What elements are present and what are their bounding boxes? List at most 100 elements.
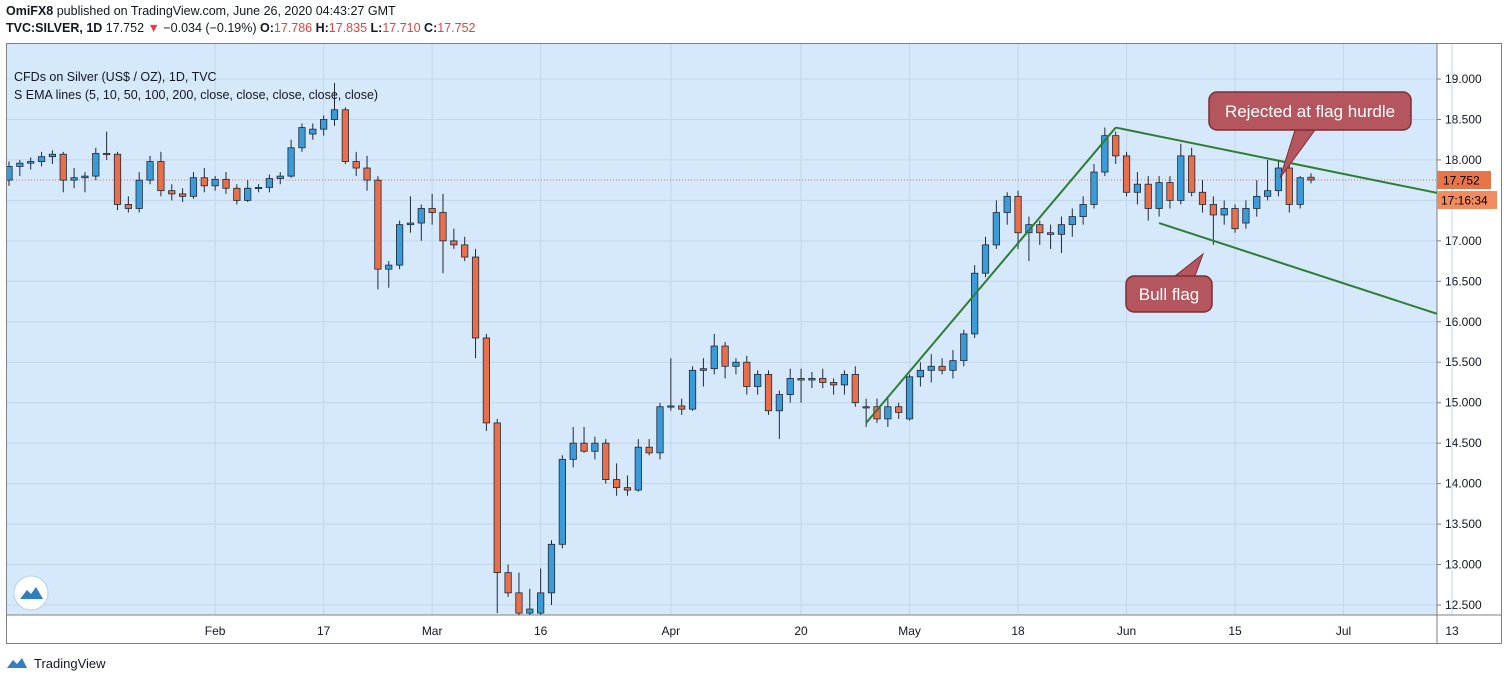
candle-up[interactable] bbox=[884, 406, 892, 420]
candle-down[interactable] bbox=[721, 345, 729, 367]
candle-up[interactable] bbox=[732, 361, 740, 367]
candle-up[interactable] bbox=[949, 360, 957, 371]
candle-up[interactable] bbox=[754, 373, 762, 387]
candle-down[interactable] bbox=[1188, 155, 1196, 193]
candle-up[interactable] bbox=[309, 128, 317, 135]
candle-down[interactable] bbox=[1285, 167, 1293, 205]
trendline-flag-top[interactable] bbox=[1115, 126, 1474, 201]
candle-down[interactable] bbox=[1144, 183, 1152, 209]
candle-down[interactable] bbox=[124, 204, 132, 209]
candle-up[interactable] bbox=[1068, 216, 1076, 226]
candle-up[interactable] bbox=[1025, 224, 1033, 234]
candle-down[interactable] bbox=[1036, 224, 1044, 234]
candle-down[interactable] bbox=[428, 208, 436, 213]
candle-up[interactable] bbox=[1079, 204, 1087, 217]
candle-up[interactable] bbox=[960, 333, 968, 362]
candle-up[interactable] bbox=[16, 162, 24, 167]
candle-down[interactable] bbox=[1014, 195, 1022, 234]
candle-up[interactable] bbox=[1264, 190, 1272, 197]
candle-down[interactable] bbox=[797, 378, 805, 381]
candle-down[interactable] bbox=[1047, 232, 1055, 235]
candle-up[interactable] bbox=[808, 378, 816, 381]
candle-down[interactable] bbox=[493, 422, 501, 574]
candle-up[interactable] bbox=[81, 175, 89, 179]
candle-up[interactable] bbox=[27, 161, 35, 164]
candle-up[interactable] bbox=[254, 187, 263, 190]
candle-up[interactable] bbox=[558, 458, 566, 545]
candle-up[interactable] bbox=[298, 127, 306, 149]
candle-up[interactable] bbox=[1101, 135, 1109, 173]
candle-up[interactable] bbox=[1133, 183, 1141, 193]
candle-down[interactable] bbox=[352, 161, 360, 169]
candle-down[interactable] bbox=[222, 178, 230, 189]
candle-down[interactable] bbox=[233, 187, 241, 201]
candle-down[interactable] bbox=[602, 442, 610, 480]
plot-background[interactable] bbox=[7, 44, 1437, 615]
candle-up[interactable] bbox=[786, 378, 794, 395]
candle-down[interactable] bbox=[819, 378, 827, 383]
candle-down[interactable] bbox=[580, 442, 588, 452]
candle-up[interactable] bbox=[265, 178, 274, 188]
candle-up[interactable] bbox=[92, 153, 100, 177]
candle-down[interactable] bbox=[482, 337, 491, 424]
trendline-rally[interactable] bbox=[865, 126, 1117, 424]
candle-down[interactable] bbox=[895, 406, 903, 413]
candle-up[interactable] bbox=[1003, 195, 1011, 213]
candle-down[interactable] bbox=[200, 177, 208, 187]
candle-down[interactable] bbox=[439, 212, 447, 242]
candle-up[interactable] bbox=[1177, 155, 1185, 201]
candle-down[interactable] bbox=[374, 179, 382, 270]
candle-up[interactable] bbox=[591, 442, 599, 452]
candle-down[interactable] bbox=[471, 256, 480, 339]
candle-down[interactable] bbox=[450, 240, 458, 246]
footer-brand[interactable]: TradingView bbox=[34, 655, 106, 671]
candle-down[interactable] bbox=[59, 153, 67, 181]
candle-down[interactable] bbox=[851, 373, 859, 404]
candle-down[interactable] bbox=[178, 193, 187, 197]
candle-up[interactable] bbox=[927, 365, 935, 371]
candle-down[interactable] bbox=[1122, 155, 1131, 193]
candle-up[interactable] bbox=[330, 109, 339, 120]
candle-up[interactable] bbox=[48, 153, 57, 158]
candle-up[interactable] bbox=[547, 543, 556, 594]
candle-up[interactable] bbox=[211, 178, 219, 187]
candle-up[interactable] bbox=[667, 405, 675, 408]
candle-up[interactable] bbox=[981, 244, 990, 274]
candle-up[interactable] bbox=[417, 208, 425, 224]
candle-up[interactable] bbox=[37, 156, 46, 162]
candle-down[interactable] bbox=[504, 572, 512, 594]
candle-down[interactable] bbox=[623, 487, 632, 491]
candle-up[interactable] bbox=[320, 119, 328, 130]
candle-up[interactable] bbox=[287, 147, 295, 177]
candle-up[interactable] bbox=[146, 161, 154, 181]
candle-up[interactable] bbox=[971, 272, 979, 335]
candle-up[interactable] bbox=[569, 442, 577, 460]
candle-up[interactable] bbox=[688, 369, 697, 410]
candle-down[interactable] bbox=[341, 109, 349, 162]
trendline-flag-bottom[interactable] bbox=[1158, 222, 1474, 326]
candle-up[interactable] bbox=[916, 369, 925, 378]
candle-down[interactable] bbox=[613, 479, 621, 489]
candle-up[interactable] bbox=[1274, 167, 1283, 192]
candle-down[interactable] bbox=[168, 190, 176, 195]
candle-up[interactable] bbox=[699, 368, 708, 371]
candle-up[interactable] bbox=[840, 373, 849, 386]
rejected-callout-box[interactable] bbox=[1208, 91, 1412, 131]
candle-down[interactable] bbox=[764, 373, 773, 412]
publisher-name[interactable]: OmiFX8 bbox=[6, 4, 54, 18]
candle-up[interactable] bbox=[710, 345, 718, 370]
candle-down[interactable] bbox=[461, 244, 469, 258]
candle-down[interactable] bbox=[103, 153, 111, 156]
candle-up[interactable] bbox=[1090, 171, 1098, 205]
candle-up[interactable] bbox=[992, 212, 1000, 246]
candle-down[interactable] bbox=[830, 382, 838, 386]
candle-up[interactable] bbox=[775, 394, 783, 412]
candle-down[interactable] bbox=[515, 592, 523, 614]
candle-up[interactable] bbox=[1242, 208, 1250, 224]
candle-up[interactable] bbox=[656, 406, 664, 454]
candle-down[interactable] bbox=[1112, 135, 1120, 157]
candle-up[interactable] bbox=[189, 177, 198, 197]
indicator-legend[interactable]: S EMA lines (5, 10, 50, 100, 200, close,… bbox=[14, 88, 379, 102]
candle-down[interactable] bbox=[678, 405, 686, 410]
